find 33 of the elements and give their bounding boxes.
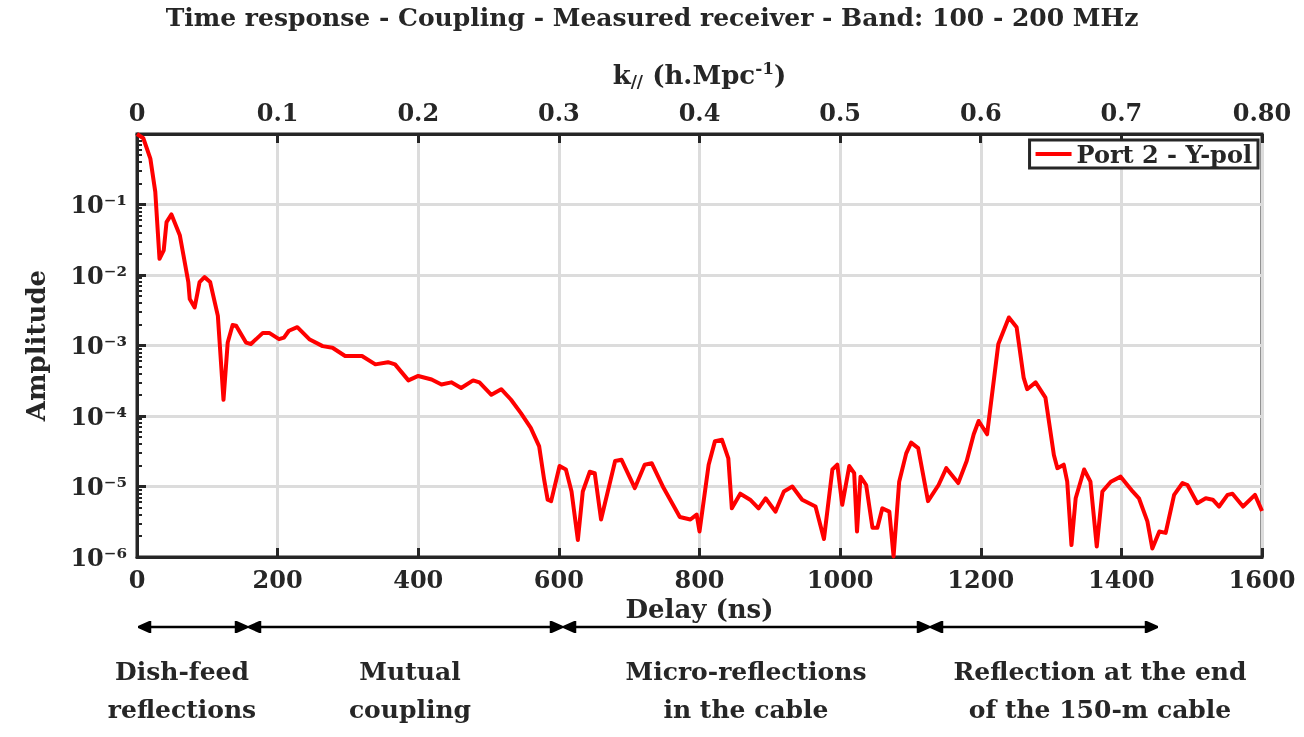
x2-tick-label: 0.2: [397, 97, 440, 127]
x2-tick-label: 0.6: [959, 97, 1002, 127]
text: Reflection at the end of the 150-m cable: [953, 656, 1247, 726]
x2-tick-label: 0.80: [1232, 97, 1292, 127]
x-tick-label: 1600: [1228, 564, 1296, 594]
y-tick-label: 10⁻¹: [70, 190, 127, 219]
line-series: [135, 132, 1264, 559]
x2-tick-label: 0.3: [537, 97, 580, 127]
x-tick-label: 1400: [1087, 564, 1155, 594]
x2-tick-label: 0: [128, 97, 146, 127]
legend-label: Port 2 - Y-pol: [1076, 139, 1252, 169]
x-tick-label: 0: [128, 564, 146, 594]
text: Micro-reflections in the cable: [625, 656, 867, 726]
x2-tick-label: 0.5: [819, 97, 862, 127]
x-tick-label: 800: [674, 564, 725, 594]
y-tick-label: 10⁻⁶: [70, 542, 127, 572]
x2-tick-label: 0.1: [256, 97, 299, 127]
text: Dish-feed reflections: [107, 656, 257, 726]
x2-tick-label: 0.4: [678, 97, 721, 127]
y-tick-label: 10⁻³: [70, 331, 127, 360]
x-tick-label: 200: [252, 564, 303, 594]
x-axis-title: Delay (ns): [625, 593, 774, 624]
chart-title: Time response - Coupling - Measured receiver - Band: 100 - 200 MHz: [165, 3, 1139, 32]
x-tick-label: 1200: [947, 564, 1015, 594]
x-tick-label: 600: [533, 564, 584, 594]
x-tick-label: 400: [393, 564, 444, 594]
y-tick-label: 10⁻²: [70, 260, 127, 290]
text: Mutual coupling: [348, 656, 472, 726]
x2-tick-label: 0.7: [1100, 97, 1143, 127]
x-tick-label: 1000: [806, 564, 874, 594]
y-axis-title: Amplitude: [21, 269, 51, 423]
y-tick-label: 10⁻⁵: [70, 472, 127, 501]
y-tick-label: 10⁻⁴: [70, 401, 127, 431]
